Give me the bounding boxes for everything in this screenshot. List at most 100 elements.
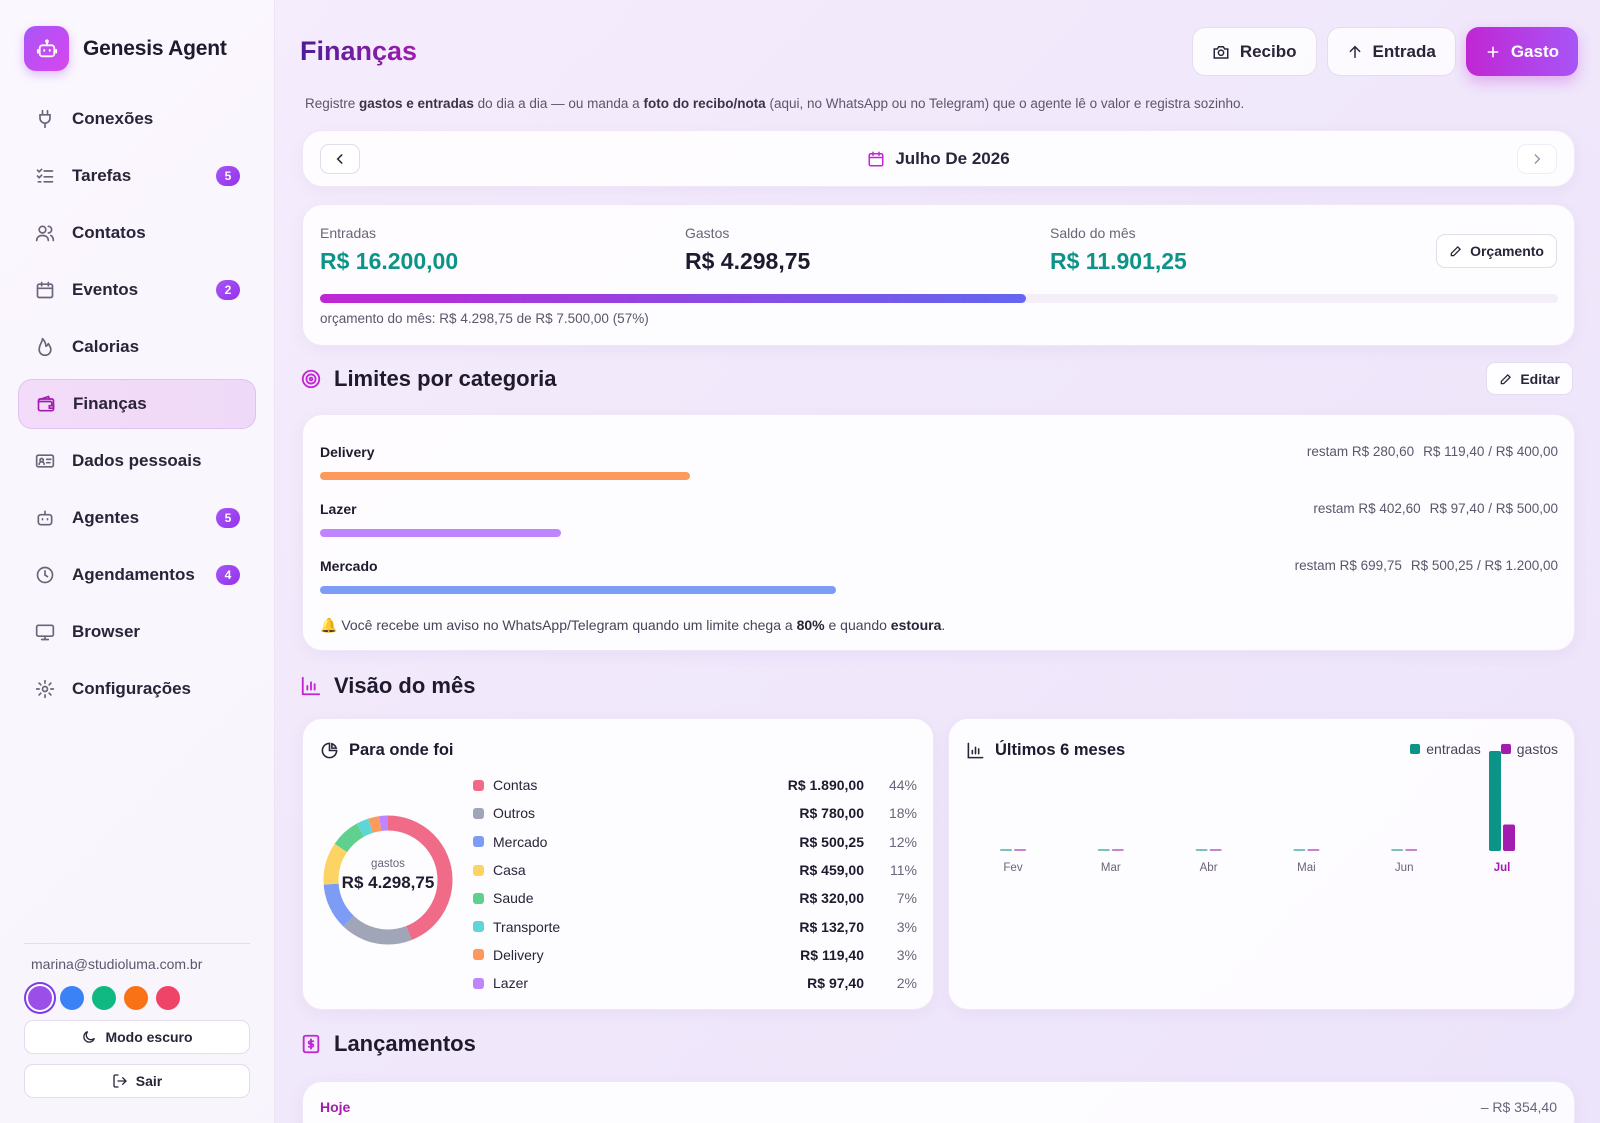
sidebar-item-contatos[interactable]: Contatos [18,208,256,258]
legend-color-dot [473,977,484,989]
bars-legend: entradas gastos [1410,741,1558,757]
stat-value: R$ 11.901,25 [1050,248,1187,274]
page-title: Finanças [300,36,418,66]
category-limits: Delivery restam R$ 280,60 R$ 119,40 / R$ … [302,414,1575,651]
donut-slice-lazer [323,815,453,945]
sidebar-item-label: Conexões [72,109,154,128]
bar-chart-icon [966,741,985,760]
budget-text: orçamento do mês: R$ 4.298,75 de R$ 7.50… [320,311,649,326]
donut-center-value: R$ 4.298,75 [341,873,435,892]
sidebar-item-agendamentos[interactable]: Agendamentos 4 [18,550,256,600]
income-button[interactable]: Entrada [1326,27,1456,76]
brand[interactable]: Genesis Agent [24,26,227,71]
dark-mode-label: Modo escuro [105,1029,193,1045]
limit-info: restam R$ 280,60 R$ 119,40 / R$ 400,00 [1307,444,1558,459]
theme-swatch-orange[interactable] [124,986,148,1010]
limit-row: Mercado restam R$ 699,75 R$ 500,25 / R$ 1… [320,558,1558,594]
category-value: R$ 132,70 [799,918,864,935]
sidebar-item-tarefas[interactable]: Tarefas 5 [18,151,256,201]
stat-label: Entradas [320,225,377,241]
sidebar-item-configuracoes[interactable]: Configurações [18,664,256,714]
sidebar-item-browser[interactable]: Browser [18,607,256,657]
gear-icon [34,678,56,700]
x-tick-label: Mar [1101,862,1121,874]
logout-label: Sair [135,1073,163,1089]
theme-swatch-blue[interactable] [60,986,84,1010]
limit-info: restam R$ 402,60 R$ 97,40 / R$ 500,00 [1313,501,1558,516]
sidebar-item-conexoes[interactable]: Conexões [18,94,256,144]
edit-label: Editar [1520,370,1560,387]
entries-card: Hoje – R$ 354,40 [302,1081,1575,1123]
legend-label: entradas [1426,741,1481,757]
plug-icon [34,108,56,130]
subtitle-emphasis: gastos e entradas [359,96,474,111]
receipt-button[interactable]: Recibo [1191,27,1317,76]
count-badge: 5 [216,508,240,528]
sidebar-item-calorias[interactable]: Calorias [18,322,256,372]
bot-icon [34,507,56,529]
category-name: Lazer [493,975,529,992]
sidebar-item-financas[interactable]: Finanças [18,379,256,429]
bar-entradas-jul [1489,751,1501,851]
sidebar-item-label: Agentes [72,508,140,527]
sidebar-nav: Conexões Tarefas 5 Contatos Eventos 2 Ca… [18,94,256,721]
bar-gastos-mar [1111,849,1124,851]
category-name: Transporte [493,918,561,935]
expense-breakdown-card: Para onde foi gastos R$ 4.298,75 Contas R… [302,718,934,1010]
donut-center-label: gastos [371,858,405,870]
legend-row: Delivery R$ 119,40 3% [473,941,917,969]
legend-color-dot [473,949,484,961]
category-value: R$ 1.890,00 [787,777,864,794]
sidebar-item-agentes[interactable]: Agentes 5 [18,493,256,543]
entries-title: Lançamentos [334,1031,476,1056]
alert-text: . [941,617,946,633]
sidebar-item-label: Contatos [72,223,146,242]
logout-button[interactable]: Sair [24,1064,250,1098]
brand-name: Genesis Agent [83,36,227,60]
legend-color-dot [473,836,484,848]
x-tick-label: Fev [1003,862,1022,874]
category-value: R$ 780,00 [799,805,864,822]
theme-swatch-green[interactable] [92,986,116,1010]
breakdown-heading: Para onde foi [320,741,454,760]
legend-label: gastos [1516,741,1558,757]
entries-day-label: Hoje [320,1099,351,1115]
bar-gastos-fev [1014,849,1026,851]
id-card-icon [34,450,56,472]
category-percent: 3% [896,918,917,935]
sidebar-item-eventos[interactable]: Eventos 2 [18,265,256,315]
theme-swatch-purple[interactable] [28,986,52,1010]
legend-row: Casa R$ 459,00 11% [473,856,917,884]
sidebar-item-label: Dados pessoais [72,451,202,470]
x-tick-label: Mai [1297,862,1316,874]
budget-button[interactable]: Orçamento [1436,234,1557,268]
alert-emphasis: estoura [890,617,942,633]
month-label-wrap: Julho De 2026 [303,149,1574,169]
dark-mode-button[interactable]: Modo escuro [24,1020,250,1054]
category-name: Mercado [493,833,548,850]
prev-month-button[interactable] [320,144,360,174]
limit-remaining: restam R$ 699,75 [1294,558,1402,573]
legend-row: Saude R$ 320,00 7% [473,884,917,912]
limit-name: Mercado [320,558,378,574]
next-month-button[interactable] [1517,144,1557,174]
current-month: Julho De 2026 [895,149,1010,168]
edit-limits-button[interactable]: Editar [1486,362,1573,395]
category-percent: 18% [888,805,917,822]
legend-row: Lazer R$ 97,40 2% [473,969,917,997]
expense-donut: gastos R$ 4.298,75 [320,812,456,948]
category-name: Saude [493,890,534,907]
bar-gastos-jul [1503,824,1515,851]
users-icon [34,222,56,244]
income-label: Entrada [1372,41,1436,61]
bar-entradas-fev [1000,849,1012,851]
legend-row: Transporte R$ 132,70 3% [473,912,917,940]
limit-spent: R$ 97,40 / R$ 500,00 [1429,501,1558,516]
limits-heading: Limites por categoria [300,366,557,392]
add-expense-button[interactable]: Gasto [1465,27,1578,76]
legend-color-dot [473,892,484,904]
sidebar-item-dados-pessoais[interactable]: Dados pessoais [18,436,256,486]
target-icon [300,368,322,390]
theme-swatch-pink[interactable] [156,986,180,1010]
overview-title: Visão do mês [334,673,476,698]
